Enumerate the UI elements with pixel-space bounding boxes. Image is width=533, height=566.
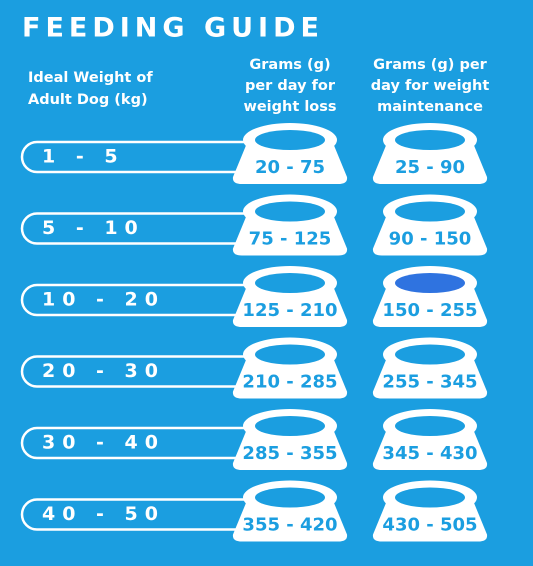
weight-range: 20 - 30 bbox=[42, 360, 165, 382]
bowl-inner bbox=[255, 487, 325, 508]
amount: 210 - 285 bbox=[242, 372, 337, 393]
bowl-inner bbox=[395, 416, 465, 436]
bowl-inner bbox=[255, 201, 325, 222]
column-header: Adult Dog (kg) bbox=[28, 92, 148, 108]
amount: 355 - 420 bbox=[242, 515, 337, 536]
title: FEEDING GUIDE bbox=[22, 13, 324, 44]
amount: 90 - 150 bbox=[389, 229, 472, 250]
amount: 20 - 75 bbox=[255, 157, 325, 178]
column-header: Grams (g) bbox=[249, 57, 330, 73]
column-header: day for weight bbox=[371, 78, 490, 94]
bowl-inner bbox=[395, 487, 465, 508]
amount: 345 - 430 bbox=[382, 443, 477, 464]
column-header: maintenance bbox=[377, 99, 483, 115]
bowl-inner bbox=[395, 130, 465, 150]
amount: 285 - 355 bbox=[242, 443, 337, 464]
bowl-inner bbox=[395, 344, 465, 365]
weight-range: 30 - 40 bbox=[42, 432, 165, 454]
bowl-inner bbox=[395, 201, 465, 222]
amount: 25 - 90 bbox=[395, 157, 465, 178]
amount: 125 - 210 bbox=[242, 300, 337, 321]
weight-range: 40 - 50 bbox=[42, 503, 165, 525]
weight-range: 5 - 10 bbox=[42, 217, 145, 239]
weight-range: 1 - 5 bbox=[42, 146, 125, 168]
amount: 75 - 125 bbox=[249, 229, 332, 250]
weight-range: 10 - 20 bbox=[42, 289, 165, 311]
column-header: Ideal Weight of bbox=[28, 70, 153, 86]
amount: 150 - 255 bbox=[382, 300, 477, 321]
column-header: weight loss bbox=[243, 99, 336, 115]
bowl-inner bbox=[255, 416, 325, 436]
amount: 255 - 345 bbox=[382, 372, 477, 393]
bowl-inner bbox=[255, 344, 325, 365]
column-header: Grams (g) per bbox=[373, 57, 488, 73]
bowl-inner bbox=[255, 273, 325, 293]
amount: 430 - 505 bbox=[382, 515, 477, 536]
column-header: per day for bbox=[245, 78, 336, 94]
bowl-inner bbox=[395, 273, 465, 293]
bowl-inner bbox=[255, 130, 325, 150]
